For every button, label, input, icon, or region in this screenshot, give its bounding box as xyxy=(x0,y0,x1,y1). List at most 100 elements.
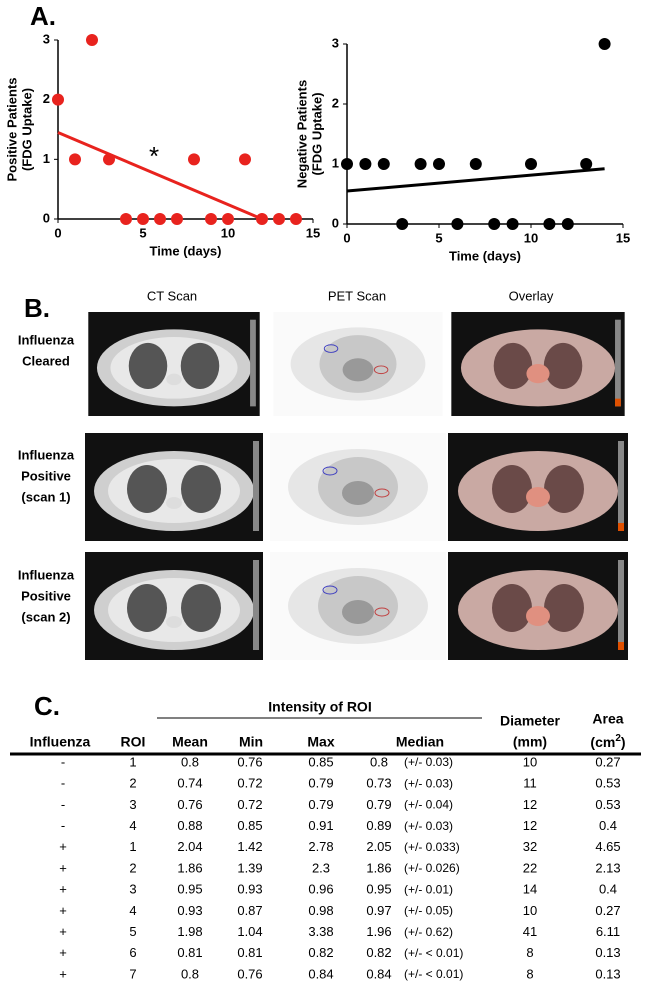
table-cell: 0.79 xyxy=(366,797,391,812)
table-cell: 2.13 xyxy=(595,860,620,875)
column-header: Min xyxy=(239,734,263,750)
ct-image xyxy=(85,433,263,541)
data-point xyxy=(273,213,285,225)
table-cell: 3.38 xyxy=(308,924,333,939)
table-cell: 12 xyxy=(523,797,537,812)
table-cell: 12 xyxy=(523,818,537,833)
table-cell: 0.76 xyxy=(237,754,262,769)
table-cell: 0.8 xyxy=(370,754,388,769)
data-point xyxy=(543,218,556,230)
table-cell: 2 xyxy=(129,860,136,875)
data-point xyxy=(256,213,268,225)
column-header: (cm2) xyxy=(590,733,625,750)
table-cell: 0.8 xyxy=(181,754,199,769)
row-label: (scan 1) xyxy=(21,489,70,504)
x-tick-label: 15 xyxy=(306,225,320,240)
x-tick-label: 10 xyxy=(524,230,538,245)
table-cell: 0.85 xyxy=(308,754,333,769)
panel-label: C. xyxy=(34,691,60,721)
row-label: Influenza xyxy=(18,447,75,462)
table-cell: (+/- 0.62) xyxy=(404,925,453,939)
pet-image xyxy=(270,432,446,542)
table-cell: (+/- < 0.01) xyxy=(404,967,463,981)
table-cell: + xyxy=(59,860,67,875)
table-cell: 4 xyxy=(129,903,136,918)
x-tick-label: 0 xyxy=(343,230,350,245)
trend-line xyxy=(57,131,263,221)
table-cell: 0.79 xyxy=(308,797,333,812)
y-tick-label: 3 xyxy=(43,31,50,46)
data-point xyxy=(222,213,234,225)
table-cell: 0.88 xyxy=(177,818,202,833)
ct-image xyxy=(88,312,260,416)
row-label: Influenza xyxy=(18,567,75,582)
y-axis-label: (FDG Uptake) xyxy=(309,92,324,175)
table-cell: 0.13 xyxy=(595,945,620,960)
table-cell: 3 xyxy=(129,797,136,812)
column-header: (mm) xyxy=(513,734,547,750)
table-cell: 0.79 xyxy=(308,776,333,791)
table-cell: - xyxy=(61,818,65,833)
table-cell: 2.04 xyxy=(177,839,202,854)
overlay-image xyxy=(448,552,628,660)
unit-part: (cm xyxy=(590,734,615,750)
table-cell: 1.39 xyxy=(237,860,262,875)
table-cell: 1 xyxy=(129,754,136,769)
overlay-image xyxy=(448,433,628,541)
table-cell: 5 xyxy=(129,924,136,939)
unit-part: ) xyxy=(621,734,626,750)
table-cell: 0.93 xyxy=(177,903,202,918)
table-cell: 0.82 xyxy=(366,945,391,960)
y-tick-label: 3 xyxy=(332,35,339,50)
table-cell: (+/- 0.026) xyxy=(404,861,460,875)
column-header: Diameter xyxy=(500,713,560,729)
table-cell: 0.74 xyxy=(177,776,202,791)
table-cell: 4 xyxy=(129,818,136,833)
data-point xyxy=(171,213,183,225)
table-cell: 0.76 xyxy=(237,966,262,981)
table-cell: 14 xyxy=(523,882,537,897)
y-axis-label: Negative Patients xyxy=(294,80,309,188)
table-cell: 3 xyxy=(129,882,136,897)
x-axis-label: Time (days) xyxy=(449,248,521,263)
table-cell: + xyxy=(59,839,67,854)
table-cell: 0.84 xyxy=(308,966,333,981)
table-cell: 0.98 xyxy=(308,903,333,918)
table-cell: 0.95 xyxy=(366,882,391,897)
x-tick-label: 0 xyxy=(54,225,61,240)
table-cell: 0.82 xyxy=(308,945,333,960)
data-point xyxy=(188,153,200,166)
row-label: Positive xyxy=(21,468,71,483)
data-point xyxy=(433,158,445,170)
y-tick-label: 0 xyxy=(43,210,50,225)
row-label: Positive xyxy=(21,588,71,603)
table-cell: 0.4 xyxy=(599,882,617,897)
data-point xyxy=(103,153,115,166)
panel-label: A. xyxy=(30,1,56,31)
data-point xyxy=(341,158,353,170)
data-point xyxy=(598,38,611,50)
x-axis-label: Time (days) xyxy=(149,243,221,258)
table-cell: 0.4 xyxy=(599,818,617,833)
table-cell: 4.65 xyxy=(595,839,620,854)
table-cell: 0.13 xyxy=(595,966,620,981)
table-cell: 8 xyxy=(526,945,533,960)
trend-line xyxy=(346,167,605,193)
data-point xyxy=(506,218,519,230)
table-cell: 1.98 xyxy=(177,924,202,939)
table-cell: 0.73 xyxy=(366,776,391,791)
row-label: Cleared xyxy=(22,353,70,368)
column-header: Mean xyxy=(172,734,208,750)
y-tick-label: 1 xyxy=(332,155,339,170)
table-cell: + xyxy=(59,945,67,960)
table-cell: (+/- 0.04) xyxy=(404,798,453,812)
data-point xyxy=(561,218,574,230)
table-cell: 6.11 xyxy=(596,924,620,939)
table-cell: 0.96 xyxy=(308,882,333,897)
y-axis-label: Positive Patients xyxy=(4,77,19,181)
column-header: Influenza xyxy=(30,734,91,750)
table-cell: 1 xyxy=(129,839,136,854)
table-cell: 11 xyxy=(523,776,537,791)
table-cell: (+/- 0.03) xyxy=(404,755,453,769)
column-header: Median xyxy=(396,734,444,750)
